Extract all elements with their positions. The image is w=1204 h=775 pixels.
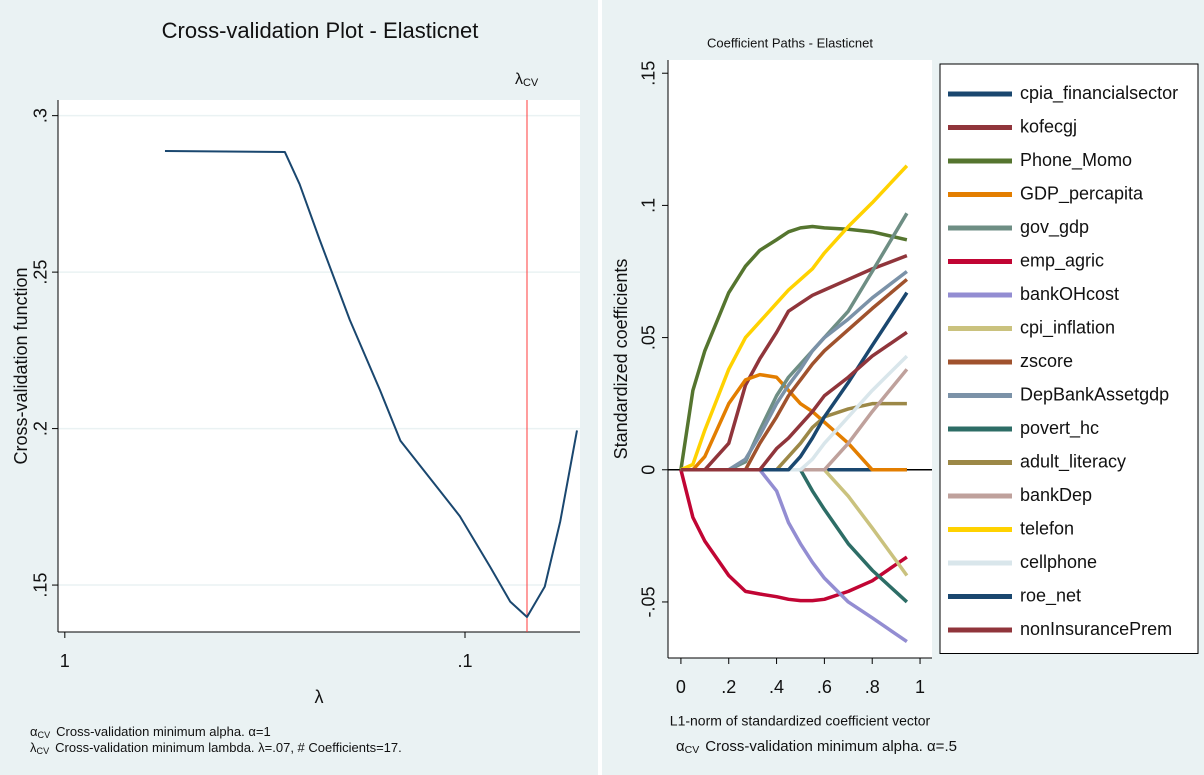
x-tick-label: .6 <box>817 677 832 697</box>
series-line <box>679 469 908 603</box>
chart-note: λCV Cross-validation minimum lambda. λ=.0… <box>30 740 402 756</box>
chart-title: Cross-validation Plot - Elasticnet <box>162 18 479 43</box>
y-tick-label: .05 <box>639 325 659 350</box>
legend-label: cellphone <box>1020 552 1097 572</box>
note-symbol: α <box>676 738 685 755</box>
note-text: Cross-validation minimum alpha. α=.5 <box>705 738 957 755</box>
legend-label: roe_net <box>1020 585 1081 606</box>
y-axis-label: Standardized coefficients <box>611 259 631 460</box>
legend-label: cpi_inflation <box>1020 317 1115 338</box>
x-tick-label: 1 <box>915 677 925 697</box>
series-line <box>680 253 908 472</box>
note-subscript: CV <box>37 746 51 756</box>
reference-subscript: CV <box>523 77 539 89</box>
series-line <box>680 164 909 472</box>
note-subscript: CV <box>685 744 700 756</box>
y-tick-label: .25 <box>31 260 51 285</box>
legend-label: bankOHcost <box>1020 284 1119 304</box>
plot-area <box>668 60 932 658</box>
series-line <box>680 330 908 472</box>
legend-label: gov_gdp <box>1020 217 1089 238</box>
legend-label: povert_hc <box>1020 418 1099 439</box>
note-symbol: α <box>30 724 38 739</box>
y-tick-label: .1 <box>639 198 659 213</box>
legend-label: cpia_financialsector <box>1020 83 1178 104</box>
legend-label: emp_agric <box>1020 250 1104 271</box>
y-tick-label: .15 <box>31 573 51 598</box>
cv-line <box>164 150 578 618</box>
y-tick-label: .15 <box>639 61 659 86</box>
reference-symbol: λ <box>515 71 523 88</box>
x-tick-label: 0 <box>676 677 686 697</box>
legend-label: DepBankAssetgdp <box>1020 384 1169 404</box>
chart-note: αCV Cross-validation minimum alpha. α=.5 <box>676 738 957 756</box>
note-subscript: CV <box>38 730 52 740</box>
y-tick-label: .3 <box>31 108 51 123</box>
legend-label: nonInsurancePrem <box>1020 619 1172 639</box>
legend-label: zscore <box>1020 351 1073 371</box>
x-tick-label: .2 <box>721 677 736 697</box>
legend-label: kofecgj <box>1020 116 1077 136</box>
chart-note: αCV Cross-validation minimum alpha. α=1 <box>30 724 271 740</box>
reference-label: λCV <box>515 71 539 89</box>
y-axis-label: Cross-validation function <box>11 267 31 464</box>
chart-title: Coefficient Paths - Elasticnet <box>707 35 873 50</box>
legend-label: telefon <box>1020 518 1074 538</box>
x-tick-label: 1 <box>60 651 70 671</box>
plot-area <box>58 100 580 632</box>
x-tick-label: .8 <box>865 677 880 697</box>
y-tick-label: 0 <box>639 465 659 475</box>
y-tick-label: -.05 <box>639 586 659 617</box>
x-axis-label: L1-norm of standardized coefficient vect… <box>670 713 931 729</box>
legend-label: bankDep <box>1020 485 1092 505</box>
legend-label: GDP_percapita <box>1020 183 1144 204</box>
x-tick-label: .4 <box>769 677 784 697</box>
x-axis-label: λ <box>315 687 324 707</box>
x-tick-label: .1 <box>457 651 472 671</box>
note-text: Cross-validation minimum alpha. α=1 <box>56 724 271 739</box>
legend-label: adult_literacy <box>1020 451 1126 472</box>
note-text: Cross-validation minimum lambda. λ=.07, … <box>55 740 402 755</box>
y-tick-label: .2 <box>31 421 51 436</box>
legend-label: Phone_Momo <box>1020 150 1132 171</box>
note-symbol: λ <box>30 740 37 755</box>
